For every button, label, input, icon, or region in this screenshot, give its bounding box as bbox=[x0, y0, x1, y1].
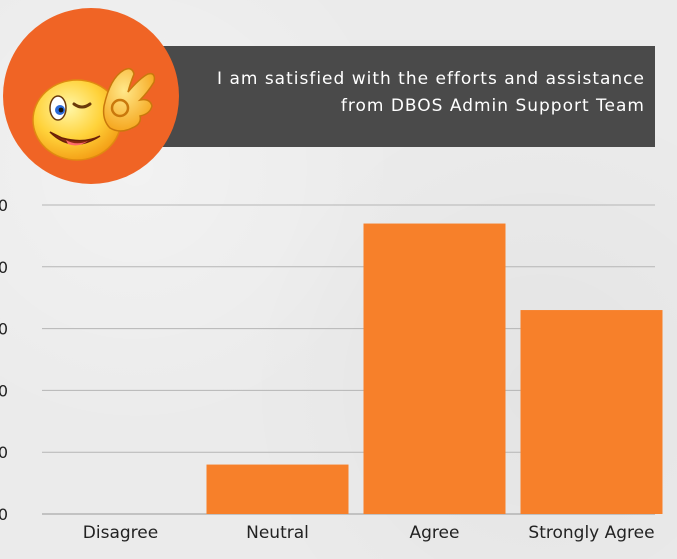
x-tick-label: Disagree bbox=[83, 523, 158, 543]
y-tick-label: 50 bbox=[0, 196, 8, 215]
x-tick-label: Strongly Agree bbox=[528, 523, 654, 543]
question-line-1: I am satisfied with the efforts and assi… bbox=[217, 69, 645, 89]
question-line-2: from DBOS Admin Support Team bbox=[340, 96, 645, 116]
y-axis-ticks: 0 10 20 30 40 50 bbox=[0, 196, 8, 524]
bar-agree bbox=[363, 223, 506, 515]
x-tick-label: Agree bbox=[410, 523, 460, 543]
question-banner: I am satisfied with the efforts and assi… bbox=[150, 46, 655, 147]
y-tick-label: 30 bbox=[0, 320, 8, 339]
y-tick-label: 20 bbox=[0, 381, 8, 400]
y-tick-label: 0 bbox=[0, 505, 8, 524]
x-axis-ticks: Disagree Neutral Agree Strongly Agree bbox=[83, 523, 655, 543]
y-tick-label: 10 bbox=[0, 443, 8, 462]
question-text: I am satisfied with the efforts and assi… bbox=[165, 66, 645, 120]
bar-neutral bbox=[206, 464, 349, 514]
y-tick-label: 40 bbox=[0, 258, 8, 277]
x-tick-label: Neutral bbox=[246, 523, 309, 543]
bars bbox=[206, 223, 663, 515]
winking-ok-hand-emoji-icon bbox=[32, 67, 156, 161]
bar-strongly-agree bbox=[520, 310, 663, 514]
